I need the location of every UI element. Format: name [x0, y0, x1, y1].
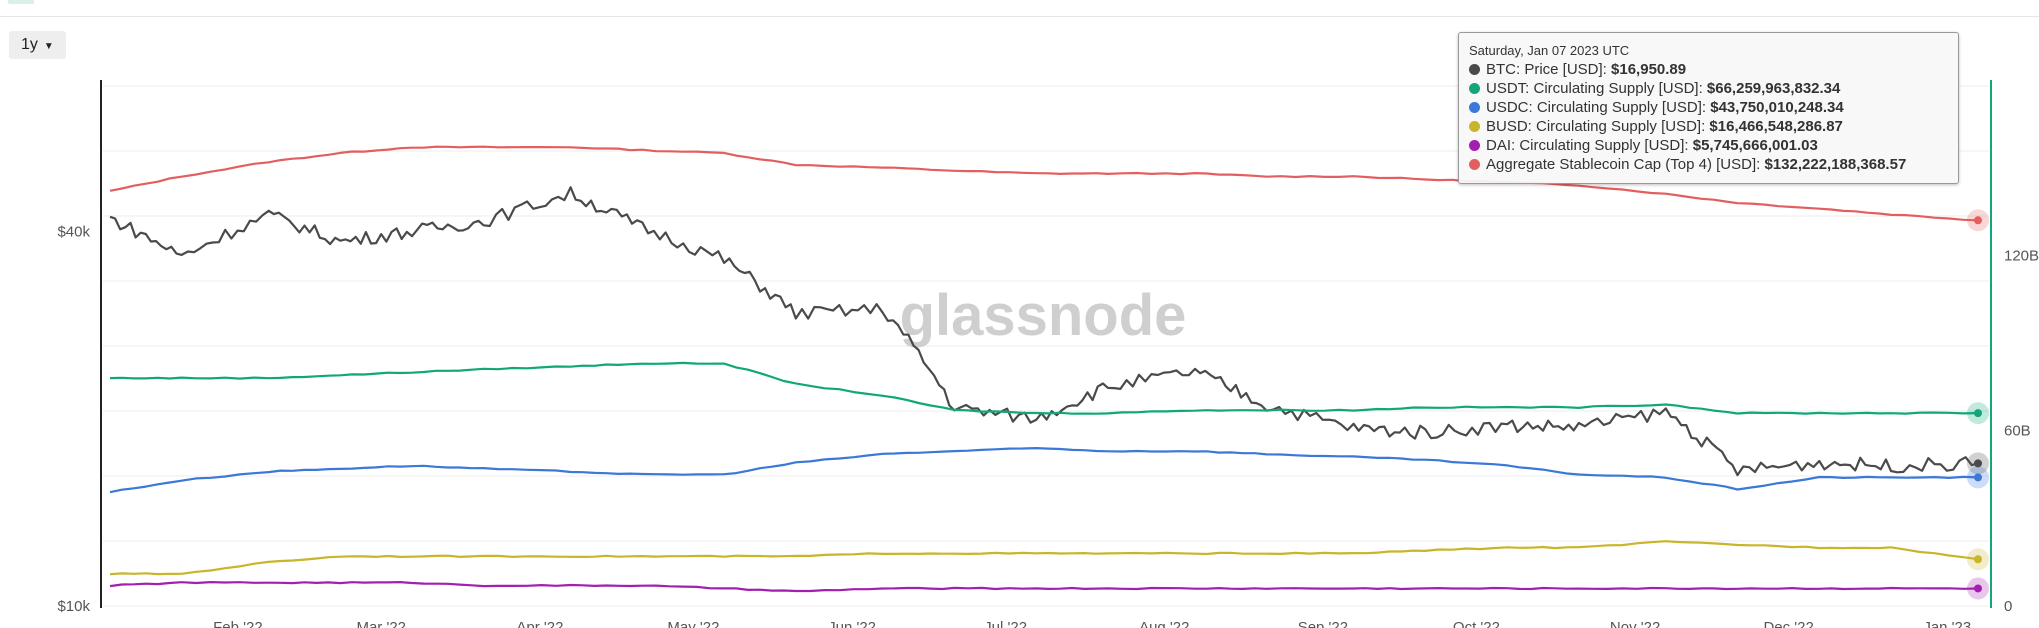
- series-line-2: [109, 361, 1979, 415]
- x-tick-label: Jan '23: [1923, 619, 1971, 628]
- legend-dot-icon: [1469, 102, 1480, 113]
- range-selector-button[interactable]: 1y ▼: [9, 31, 66, 59]
- x-tick-label: Jun '22: [828, 619, 876, 628]
- y-right-tick-label: 0: [2004, 598, 2012, 615]
- legend-dot-icon: [1469, 140, 1480, 151]
- tooltip-row-value: $132,222,188,368.57: [1764, 156, 1907, 173]
- x-tick-label: Mar '22: [356, 619, 406, 628]
- series-end-marker: [1974, 555, 1982, 564]
- series-line-5: [109, 581, 1979, 593]
- tooltip-row: DAI: Circulating Supply [USD]: $5,745,66…: [1469, 136, 1948, 155]
- series-end-marker: [1974, 409, 1982, 418]
- x-tick-label: May '22: [667, 619, 719, 628]
- tooltip-row: USDC: Circulating Supply [USD]: $43,750,…: [1469, 98, 1948, 117]
- series-end-marker: [1974, 216, 1982, 225]
- tooltip-rows: BTC: Price [USD]: $16,950.89 USDT: Circul…: [1469, 60, 1948, 174]
- chevron-down-icon: ▼: [43, 41, 54, 52]
- y-right-tick-label: 60B: [2004, 423, 2031, 440]
- range-label: 1y: [21, 36, 38, 53]
- y-right-tick-label: 120B: [2004, 247, 2039, 264]
- x-tick-label: Sep '22: [1298, 619, 1348, 628]
- tooltip-row-value: $16,950.89: [1611, 61, 1687, 78]
- y-axis-right: 120B 60B 0: [2004, 247, 2039, 615]
- tooltip-row-value: $43,750,010,248.34: [1710, 99, 1844, 116]
- tooltip-row: BUSD: Circulating Supply [USD]: $16,466,…: [1469, 117, 1948, 136]
- tooltip-row-value: $5,745,666,001.03: [1692, 137, 1818, 154]
- series-end-marker: [1974, 459, 1982, 468]
- x-tick-label: Nov '22: [1610, 619, 1660, 628]
- series-line-0: [109, 145, 1979, 222]
- tooltip: Saturday, Jan 07 2023 UTC BTC: Price [US…: [1458, 32, 1959, 184]
- legend-dot-icon: [1469, 83, 1480, 94]
- watermark: glassnode: [900, 283, 1187, 348]
- tooltip-row-label: USDC: Circulating Supply [USD]:: [1486, 99, 1711, 116]
- series-line-3: [109, 447, 1979, 494]
- top-strip: [0, 0, 2039, 17]
- tooltip-row: Aggregate Stablecoin Cap (Top 4) [USD]: …: [1469, 155, 1948, 174]
- tooltip-row-value: $16,466,548,286.87: [1709, 118, 1843, 135]
- x-axis: Feb '22 Mar '22 Apr '22 May '22 Jun '22 Jul '…: [213, 619, 1971, 628]
- legend-dot-icon: [1469, 121, 1480, 132]
- tooltip-row-label: BTC: Price [USD]:: [1486, 61, 1612, 78]
- x-tick-label: Jul '22: [984, 619, 1027, 628]
- tooltip-row: BTC: Price [USD]: $16,950.89: [1469, 60, 1948, 79]
- tooltip-date: Saturday, Jan 07 2023 UTC: [1469, 43, 1630, 58]
- end-markers: [1967, 209, 1989, 600]
- x-tick-label: Dec '22: [1763, 619, 1813, 628]
- x-tick-label: Feb '22: [213, 619, 263, 628]
- y-left-tick-label: $10k: [57, 598, 90, 615]
- series-end-marker: [1974, 473, 1982, 482]
- x-tick-label: Apr '22: [516, 619, 563, 628]
- series-group: [109, 145, 1979, 593]
- series-line-4: [109, 540, 1979, 576]
- tooltip-row-label: USDT: Circulating Supply [USD]:: [1486, 80, 1707, 97]
- tooltip-row: USDT: Circulating Supply [USD]: $66,259,…: [1469, 79, 1948, 98]
- tooltip-row-label: DAI: Circulating Supply [USD]:: [1486, 137, 1693, 154]
- x-tick-label: Oct '22: [1453, 619, 1500, 628]
- tooltip-row-value: $66,259,963,832.34: [1706, 80, 1841, 97]
- series-end-marker: [1974, 584, 1982, 593]
- y-left-tick-label: $40k: [57, 223, 90, 240]
- legend-dot-icon: [1469, 159, 1480, 170]
- tooltip-row-label: Aggregate Stablecoin Cap (Top 4) [USD]:: [1486, 156, 1765, 173]
- x-tick-label: Aug '22: [1139, 619, 1189, 628]
- tooltip-row-label: BUSD: Circulating Supply [USD]:: [1486, 118, 1710, 135]
- y-axis-left: $40k $10k: [57, 223, 90, 615]
- legend-chip: [8, 0, 34, 4]
- series-line-1: [109, 186, 1979, 477]
- legend-dot-icon: [1469, 64, 1480, 75]
